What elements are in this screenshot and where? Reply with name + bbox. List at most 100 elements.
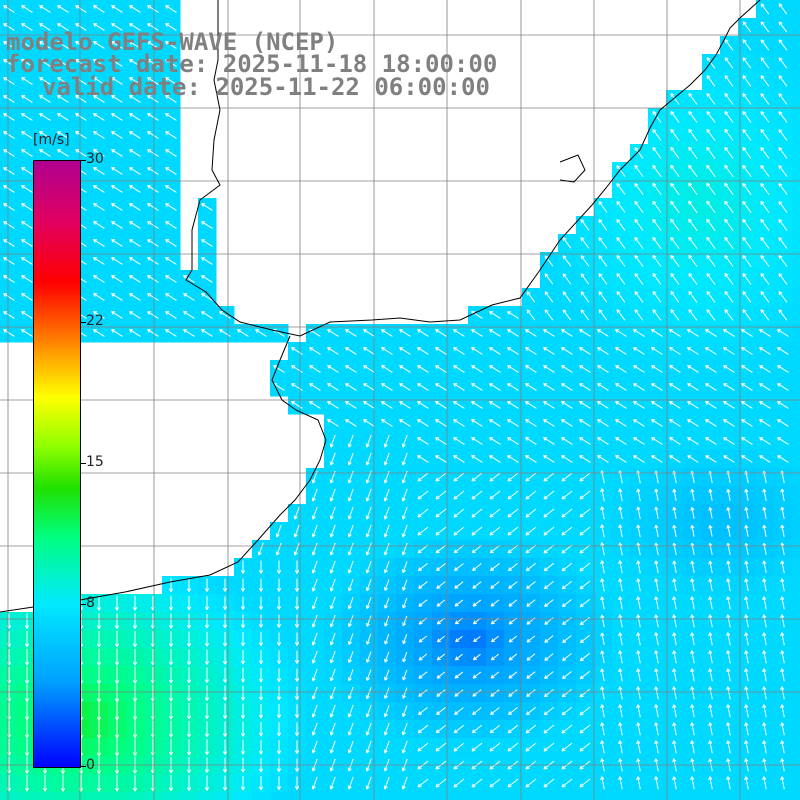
wind-speed-cell [792, 288, 800, 307]
wind-speed-cell [792, 306, 800, 325]
wind-arrow [93, 203, 105, 211]
wind-arrow [724, 164, 734, 178]
wind-arrow [525, 329, 537, 337]
wind-arrow [742, 236, 752, 249]
wind-arrow [201, 221, 213, 229]
wind-arrow [760, 291, 770, 303]
wind-arrow [543, 347, 555, 355]
wind-arrow [111, 329, 123, 337]
wind-arrow [525, 365, 537, 373]
wind-arrow [111, 257, 123, 265]
wind-arrow [760, 75, 770, 87]
wind-speed-cell [594, 792, 613, 800]
wind-arrow [561, 329, 573, 337]
wind-arrow [778, 255, 788, 267]
wind-arrow [652, 272, 662, 285]
wind-arrow [111, 95, 123, 103]
wind-arrow [742, 57, 752, 69]
wind-arrow [129, 149, 141, 157]
wind-arrow [309, 347, 321, 355]
wind-arrow [3, 257, 15, 265]
wind-arrow [147, 5, 159, 13]
wind-arrow [129, 203, 141, 211]
wind-arrow [724, 128, 734, 141]
wind-arrow [363, 365, 375, 373]
wind-arrow [129, 77, 141, 85]
wind-arrow [778, 273, 788, 285]
colorbar-unit: [m/s] [33, 132, 70, 148]
wind-speed-cell [792, 36, 800, 55]
wind-arrow [93, 257, 105, 265]
wind-arrow [580, 309, 590, 321]
wind-arrow [111, 5, 123, 13]
wind-arrow [147, 167, 159, 175]
wind-arrow [706, 291, 716, 303]
wind-arrow [489, 365, 501, 373]
colorbar-tick-label: 15 [86, 454, 104, 470]
wind-speed-cell [180, 792, 199, 800]
wind-arrow [616, 164, 626, 177]
wind-arrow [634, 273, 644, 285]
wind-arrow [3, 203, 15, 211]
wind-arrow [111, 131, 123, 139]
wind-arrow [147, 23, 159, 31]
wind-arrow [670, 309, 680, 321]
wind-arrow [201, 203, 213, 211]
wind-arrow [129, 167, 141, 175]
wind-arrow [688, 309, 698, 321]
wind-arrow [129, 113, 141, 121]
wind-arrow [670, 128, 680, 141]
wind-speed-cell [486, 792, 505, 800]
wind-arrow [634, 291, 644, 303]
wind-arrow [147, 185, 159, 193]
wind-speed-cell [792, 558, 800, 577]
wind-arrow [706, 146, 716, 160]
wind-speed-cell [792, 342, 800, 361]
wind-speed-cell [792, 198, 800, 217]
wind-arrow [598, 201, 608, 213]
wind-arrow [688, 200, 698, 214]
wind-arrow [381, 365, 393, 373]
wind-arrow [651, 365, 663, 373]
wind-arrow [471, 329, 483, 337]
wind-arrow [291, 347, 303, 355]
wind-arrow [706, 75, 716, 87]
wind-arrow [435, 347, 447, 355]
wind-arrow [778, 218, 788, 231]
wind-arrow [147, 221, 159, 229]
wind-speed-cell [774, 792, 793, 800]
wind-arrow [706, 272, 716, 285]
wind-arrow [147, 77, 159, 85]
wind-speed-cell [612, 792, 631, 800]
wind-arrow [75, 113, 87, 121]
colorbar-tick-label: 30 [86, 151, 104, 167]
wind-speed-cell [450, 792, 469, 800]
wind-arrow [3, 221, 15, 229]
wind-arrow [165, 167, 177, 175]
wind-speed-cell [756, 792, 775, 800]
wind-arrow [668, 328, 681, 337]
wind-arrow [471, 365, 483, 373]
wind-arrow [562, 273, 572, 285]
wind-arrow [579, 347, 591, 355]
wind-arrow [742, 200, 752, 214]
wind-arrow [147, 257, 159, 265]
wind-arrow [399, 365, 411, 373]
wind-arrow [778, 309, 788, 321]
wind-speed-cell [792, 144, 800, 163]
wind-speed-cell [792, 126, 800, 145]
wind-arrow [93, 59, 105, 67]
wind-arrow [3, 5, 15, 13]
wind-arrow [93, 239, 105, 247]
wind-arrow [381, 347, 393, 355]
wind-arrow [147, 203, 159, 211]
wind-arrow [778, 182, 788, 195]
wind-speed-cell [792, 162, 800, 181]
wind-arrow [634, 218, 644, 231]
wind-arrow [21, 113, 33, 121]
wind-speed-cell [18, 792, 37, 800]
wind-arrow [742, 111, 752, 123]
wind-arrow [165, 239, 177, 247]
wind-arrow [165, 311, 177, 319]
